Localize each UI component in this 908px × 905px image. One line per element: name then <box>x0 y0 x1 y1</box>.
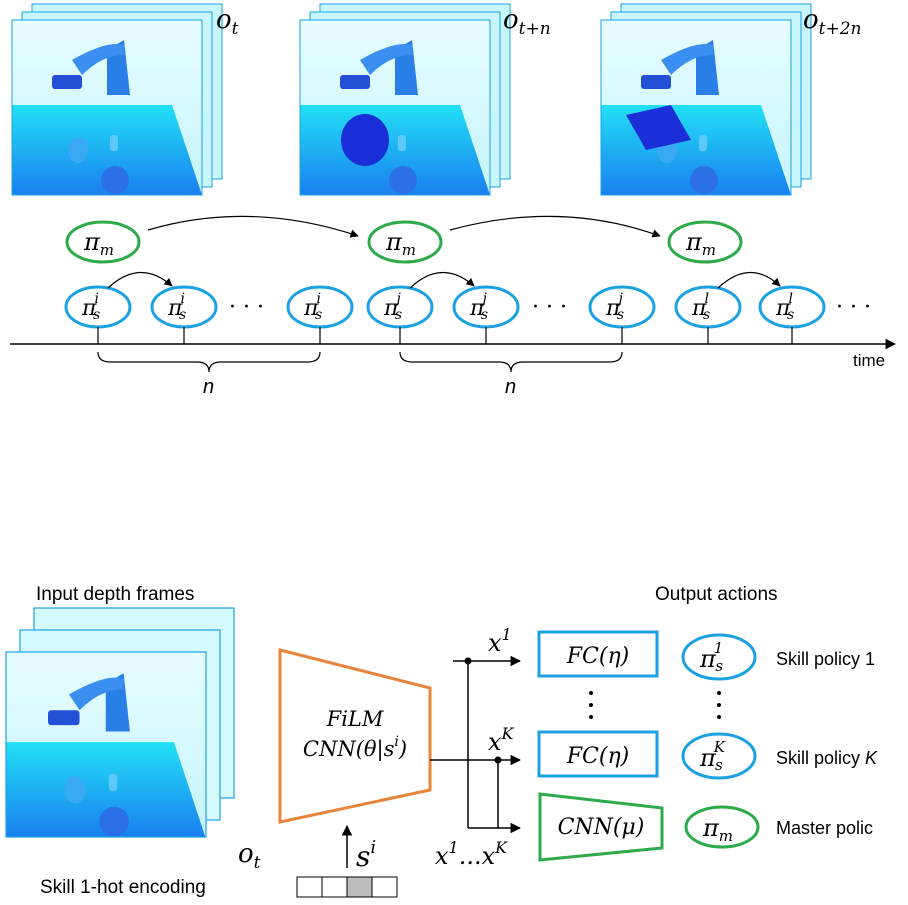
svg-text:πls: πl s <box>775 291 794 323</box>
skill-node-8: πl s <box>760 287 824 327</box>
skill-node-7: πl s <box>676 287 740 327</box>
one-hot-vector <box>297 877 397 897</box>
master-arrow-2 <box>450 216 660 236</box>
skill-node-3: πi s <box>288 287 352 327</box>
input-frame-label: ot <box>238 839 261 873</box>
svg-text:πls: πl s <box>691 291 710 323</box>
svg-text:πis: πi s <box>81 291 100 323</box>
time-ticks <box>98 327 792 344</box>
output-skill-1: π1 s <box>683 635 755 679</box>
output-master: πm <box>686 807 758 847</box>
brace-1 <box>98 352 320 372</box>
master-node-1: πm <box>67 222 139 262</box>
output-skill-K: πK s <box>683 734 755 778</box>
feature-routing <box>430 661 520 828</box>
x1-label: x1 <box>488 625 512 657</box>
skill-arrow-1 <box>108 272 172 288</box>
fc-box-1-label: FC(η) <box>566 644 629 669</box>
master-node-3: πm <box>669 222 741 262</box>
brace-2 <box>400 352 622 372</box>
input-title: Input depth frames <box>36 584 194 605</box>
fc-box-K-label: FC(η) <box>566 744 629 769</box>
master-node-2: πm <box>369 222 441 262</box>
output-skill-1-label: Skill policy 1 <box>776 649 875 669</box>
skill-arrow-2 <box>410 272 474 288</box>
junction-dot-1 <box>465 658 472 665</box>
frame-stack-3 <box>601 4 811 195</box>
frame-stack-2 <box>300 4 510 195</box>
junction-dot-2 <box>495 757 502 764</box>
frame-stack-1 <box>12 4 222 195</box>
frame-label-3: ot+2n <box>803 5 862 39</box>
frame-label-1: ot <box>216 5 239 39</box>
output-title: Output actions <box>655 584 778 605</box>
ellipsis-1: · · · <box>229 295 264 320</box>
svg-text:πjs: πj s <box>605 291 624 323</box>
output-skill-K-label: Skill policy K <box>776 748 878 768</box>
svg-text:πjs: πj s <box>383 291 402 323</box>
vertical-dots-2 <box>717 691 721 719</box>
input-frame-stack <box>6 608 234 838</box>
skill-node-6: πj s <box>590 287 654 327</box>
x-range-label: x1...xK <box>435 838 508 870</box>
ellipsis-2: · · · <box>532 295 567 320</box>
svg-text:πjs: πj s <box>469 291 488 323</box>
frame-label-2: ot+n <box>503 5 551 39</box>
film-label: FiLM <box>326 707 384 731</box>
svg-text:π1s: π1 s <box>699 639 723 675</box>
cnn-mu-label: CNN(μ) <box>558 815 645 840</box>
skill-node-5: πj s <box>454 287 518 327</box>
ellipsis-3: · · · <box>836 295 871 320</box>
time-label: time <box>853 351 885 370</box>
skill-arrow-3 <box>718 272 780 288</box>
film-cnn-label: CNN(θ|si) <box>303 734 407 762</box>
film-cnn-block <box>280 650 430 822</box>
svg-text:πis: πi s <box>303 291 322 323</box>
skill-node-1: πi s <box>66 287 130 327</box>
brace-label-2: n <box>505 376 516 398</box>
skill-input-label: si <box>356 837 376 873</box>
skill-node-2: πi s <box>152 287 216 327</box>
vertical-dots-1 <box>589 691 593 719</box>
xK-label: xK <box>488 724 515 756</box>
svg-text:πKs: πK s <box>699 738 726 774</box>
brace-label-1: n <box>203 376 214 398</box>
master-arrow-1 <box>148 216 358 236</box>
svg-text:πis: πi s <box>167 291 186 323</box>
skill-node-4: πj s <box>368 287 432 327</box>
output-master-label: Master polic <box>776 818 873 838</box>
encoding-label: Skill 1-hot encoding <box>40 877 206 898</box>
